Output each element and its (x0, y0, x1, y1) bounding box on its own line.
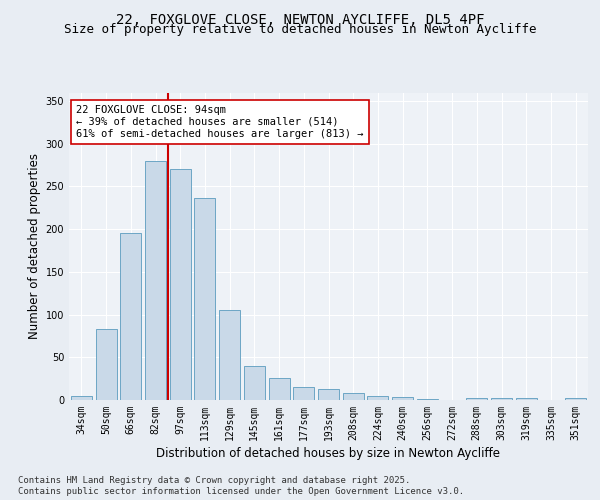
Bar (318, 389, 339, 400)
Y-axis label: Number of detached properties: Number of detached properties (28, 153, 41, 339)
Bar (244, 366, 265, 400)
Text: Size of property relative to detached houses in Newton Aycliffe: Size of property relative to detached ho… (64, 24, 536, 36)
Bar (219, 310, 240, 400)
Bar (194, 198, 215, 400)
Text: 22 FOXGLOVE CLOSE: 94sqm
← 39% of detached houses are smaller (514)
61% of semi-: 22 FOXGLOVE CLOSE: 94sqm ← 39% of detach… (76, 106, 364, 138)
Bar (516, 398, 537, 400)
Bar (95, 329, 116, 400)
Bar (466, 398, 487, 400)
Bar (392, 398, 413, 400)
Bar (269, 378, 290, 400)
Text: Contains public sector information licensed under the Open Government Licence v3: Contains public sector information licen… (18, 488, 464, 496)
Bar (367, 396, 388, 400)
Bar (293, 387, 314, 400)
Bar (170, 170, 191, 400)
Text: 22, FOXGLOVE CLOSE, NEWTON AYCLIFFE, DL5 4PF: 22, FOXGLOVE CLOSE, NEWTON AYCLIFFE, DL5… (116, 12, 484, 26)
Bar (491, 398, 512, 400)
Text: Contains HM Land Registry data © Crown copyright and database right 2025.: Contains HM Land Registry data © Crown c… (18, 476, 410, 485)
Bar (120, 234, 141, 400)
Bar (417, 399, 438, 400)
Bar (71, 396, 92, 400)
X-axis label: Distribution of detached houses by size in Newton Aycliffe: Distribution of detached houses by size … (157, 447, 500, 460)
Bar (343, 393, 364, 400)
Bar (145, 161, 166, 400)
Bar (565, 398, 586, 400)
